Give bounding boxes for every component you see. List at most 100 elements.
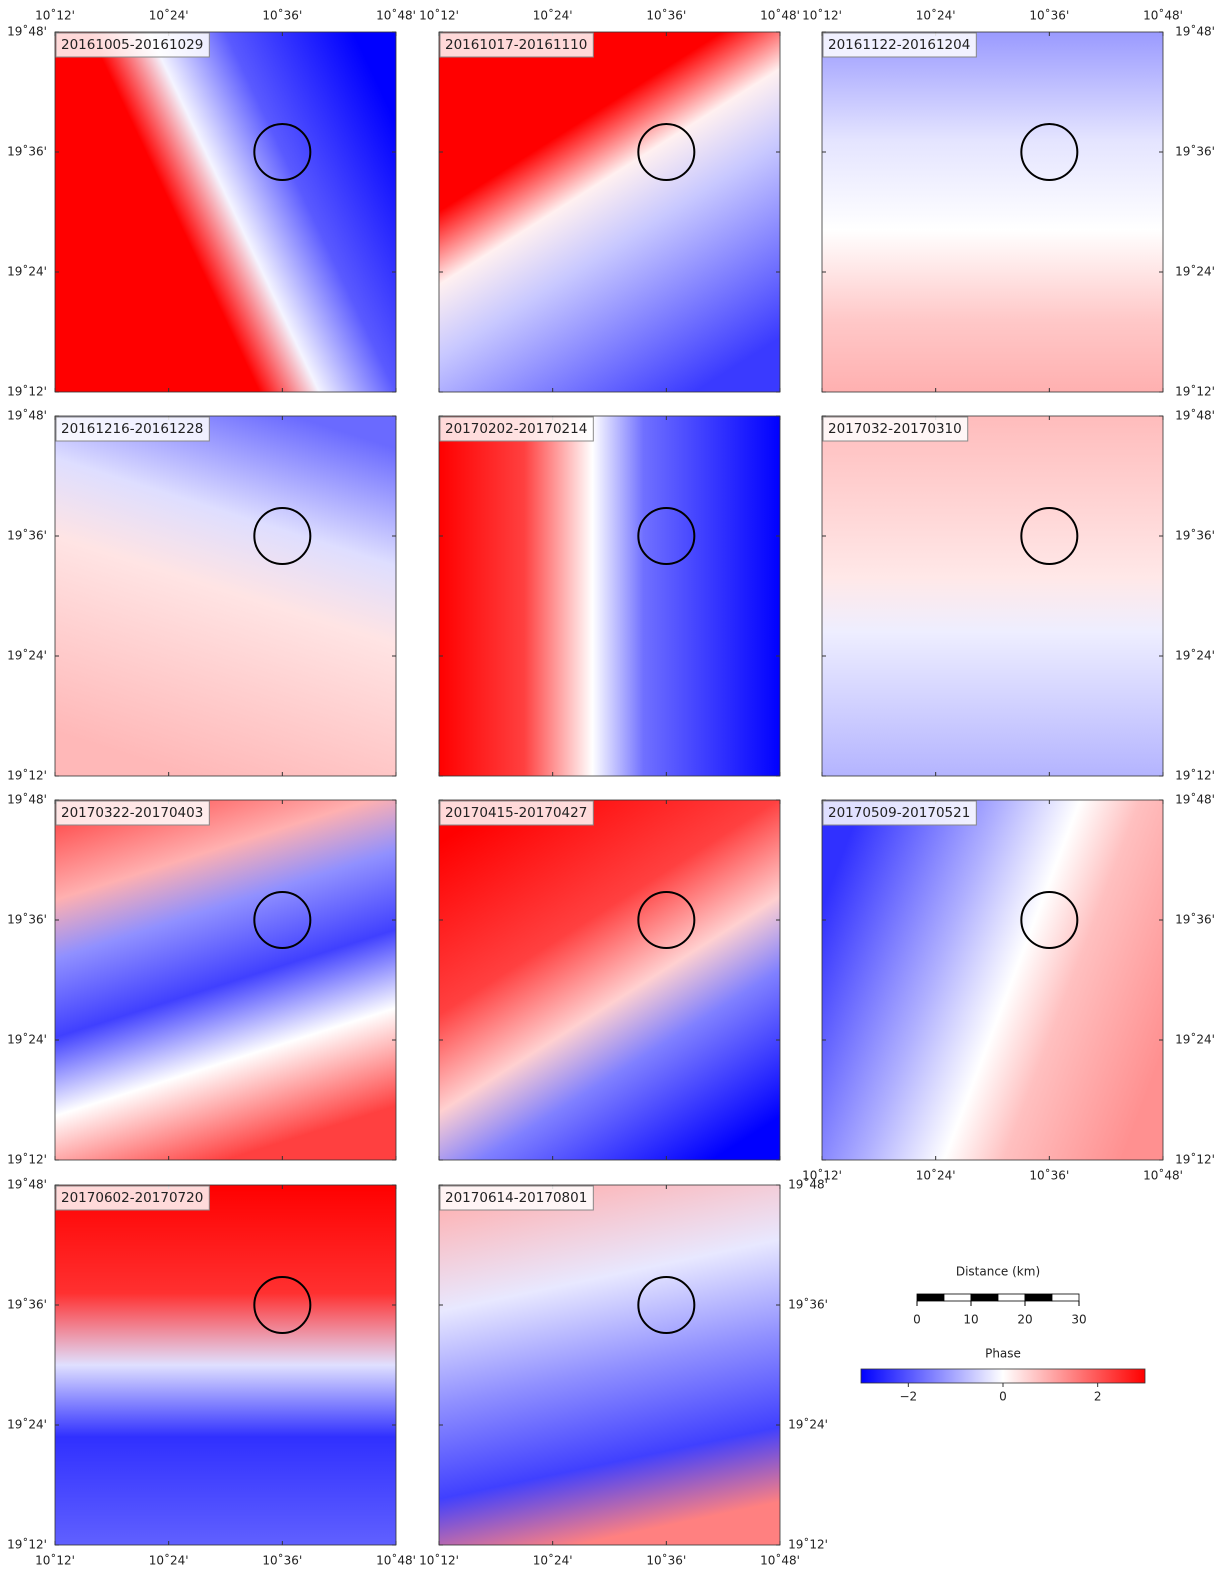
colorbar-tick-label: 0 xyxy=(999,1390,1007,1404)
lat-tick-label: 19˚12' xyxy=(7,384,47,399)
colorbar-tick-label: −2 xyxy=(899,1390,917,1404)
scale-segment xyxy=(1025,1294,1052,1301)
scale-segment xyxy=(944,1294,971,1301)
lon-tick-label: 10˚36' xyxy=(646,1553,686,1568)
map-panel: 20161216-20161228 xyxy=(55,416,396,776)
lat-tick-label: 19˚36' xyxy=(7,528,47,543)
phase-field xyxy=(55,32,396,392)
lat-tick-label: 19˚36' xyxy=(1175,912,1215,927)
lat-tick-label: 19˚12' xyxy=(1175,768,1215,783)
panel-label: 20170415-20170427 xyxy=(445,805,587,821)
lat-tick-label: 19˚48' xyxy=(788,1177,828,1192)
lon-tick-label: 10˚24' xyxy=(149,1553,189,1568)
map-panel: 20161005-20161029 xyxy=(55,32,396,392)
panel-label: 20161216-20161228 xyxy=(61,421,203,437)
lat-tick-label: 19˚36' xyxy=(788,1297,828,1312)
lat-tick-label: 19˚48' xyxy=(7,408,47,423)
lon-tick-label: 10˚36' xyxy=(1029,1168,1069,1183)
lon-tick-label: 10˚24' xyxy=(149,8,189,23)
map-panel: 20170614-20170801 xyxy=(439,1185,780,1545)
phase-field xyxy=(55,1185,396,1545)
lat-tick-label: 19˚12' xyxy=(7,1152,47,1167)
map-panel: 20170602-20170720 xyxy=(55,1185,396,1545)
phase-field xyxy=(55,416,396,776)
colorbar-title: Phase xyxy=(985,1347,1021,1361)
lon-tick-label: 10˚36' xyxy=(262,1553,302,1568)
scale-tick-label: 20 xyxy=(1017,1313,1032,1327)
lat-tick-label: 19˚36' xyxy=(7,912,47,927)
scale-tick-label: 30 xyxy=(1071,1313,1086,1327)
lat-tick-label: 19˚36' xyxy=(1175,528,1215,543)
lon-tick-label: 10˚36' xyxy=(646,8,686,23)
map-panel: 20161122-20161204 xyxy=(822,32,1163,392)
phase-field xyxy=(439,1185,780,1545)
lon-tick-label: 10˚48' xyxy=(1143,8,1183,23)
lon-tick-label: 10˚48' xyxy=(1143,1168,1183,1183)
panel-label: 20170602-20170720 xyxy=(61,1190,203,1206)
lat-tick-label: 19˚48' xyxy=(7,24,47,39)
lat-tick-label: 19˚12' xyxy=(7,1537,47,1552)
lat-tick-label: 19˚36' xyxy=(7,1297,47,1312)
lon-tick-label: 10˚24' xyxy=(916,8,956,23)
colorbar xyxy=(861,1369,1145,1383)
lat-tick-label: 19˚24' xyxy=(7,1417,47,1432)
colorbar-tick-label: 2 xyxy=(1094,1390,1102,1404)
panel-label: 20161122-20161204 xyxy=(828,37,970,53)
panel-label: 20170322-20170403 xyxy=(61,805,203,821)
lon-tick-label: 10˚36' xyxy=(1029,8,1069,23)
lat-tick-label: 19˚36' xyxy=(7,144,47,159)
lat-tick-label: 19˚24' xyxy=(788,1417,828,1432)
scale-tick-label: 10 xyxy=(963,1313,978,1327)
panel-label: 20161017-20161110 xyxy=(445,37,587,53)
lon-tick-label: 10˚12' xyxy=(802,8,842,23)
lon-tick-label: 10˚12' xyxy=(419,1553,459,1568)
lat-tick-label: 19˚12' xyxy=(788,1537,828,1552)
panel-label: 20170202-20170214 xyxy=(445,421,587,437)
lon-tick-label: 10˚48' xyxy=(760,8,800,23)
lat-tick-label: 19˚24' xyxy=(1175,648,1215,663)
lat-tick-label: 19˚48' xyxy=(7,792,47,807)
figure: 20161005-20161029 10˚12' 10˚24' 10˚36' 10˚48… xyxy=(0,0,1227,1579)
lat-tick-label: 19˚48' xyxy=(1175,24,1215,39)
lon-tick-label: 10˚12' xyxy=(35,1553,75,1568)
phase-field xyxy=(822,416,1163,776)
panel-label: 20170614-20170801 xyxy=(445,1190,587,1206)
scale-segment xyxy=(1052,1294,1079,1301)
scale-tick-label: 0 xyxy=(913,1313,921,1327)
phase-field xyxy=(439,32,780,392)
scale-segment xyxy=(917,1294,944,1301)
lon-tick-label: 10˚36' xyxy=(262,8,302,23)
lon-tick-label: 10˚12' xyxy=(419,8,459,23)
lat-tick-label: 19˚24' xyxy=(7,648,47,663)
lon-tick-label: 10˚24' xyxy=(916,1168,956,1183)
phase-field xyxy=(822,32,1163,392)
lon-tick-label: 10˚48' xyxy=(376,1553,416,1568)
map-panel: 20170509-20170521 xyxy=(822,800,1163,1160)
map-panel: 20170415-20170427 xyxy=(439,800,780,1160)
map-panel: 20170202-20170214 xyxy=(439,416,780,776)
map-panel: 2017032-20170310 xyxy=(822,416,1163,776)
scale-segment xyxy=(971,1294,998,1301)
lon-tick-label: 10˚24' xyxy=(533,1553,573,1568)
lat-tick-label: 19˚12' xyxy=(1175,1152,1215,1167)
phase-field xyxy=(55,800,396,1160)
lat-tick-label: 19˚12' xyxy=(7,768,47,783)
lat-tick-label: 19˚12' xyxy=(1175,384,1215,399)
lon-tick-label: 10˚48' xyxy=(376,8,416,23)
lon-tick-label: 10˚12' xyxy=(35,8,75,23)
lat-tick-label: 19˚24' xyxy=(7,1032,47,1047)
panel-label: 20161005-20161029 xyxy=(61,37,203,53)
lat-tick-label: 19˚48' xyxy=(1175,792,1215,807)
phase-field xyxy=(439,416,780,776)
map-panel: 20170322-20170403 xyxy=(55,800,396,1160)
phase-field xyxy=(439,800,780,1160)
lat-tick-label: 19˚48' xyxy=(7,1177,47,1192)
scale-segment xyxy=(998,1294,1025,1301)
scale-bar-title: Distance (km) xyxy=(956,1265,1040,1279)
panel-label: 2017032-20170310 xyxy=(828,421,962,437)
lat-tick-label: 19˚24' xyxy=(1175,264,1215,279)
lat-tick-label: 19˚24' xyxy=(1175,1032,1215,1047)
panel-label: 20170509-20170521 xyxy=(828,805,970,821)
lat-tick-label: 19˚24' xyxy=(7,264,47,279)
lat-tick-label: 19˚36' xyxy=(1175,144,1215,159)
